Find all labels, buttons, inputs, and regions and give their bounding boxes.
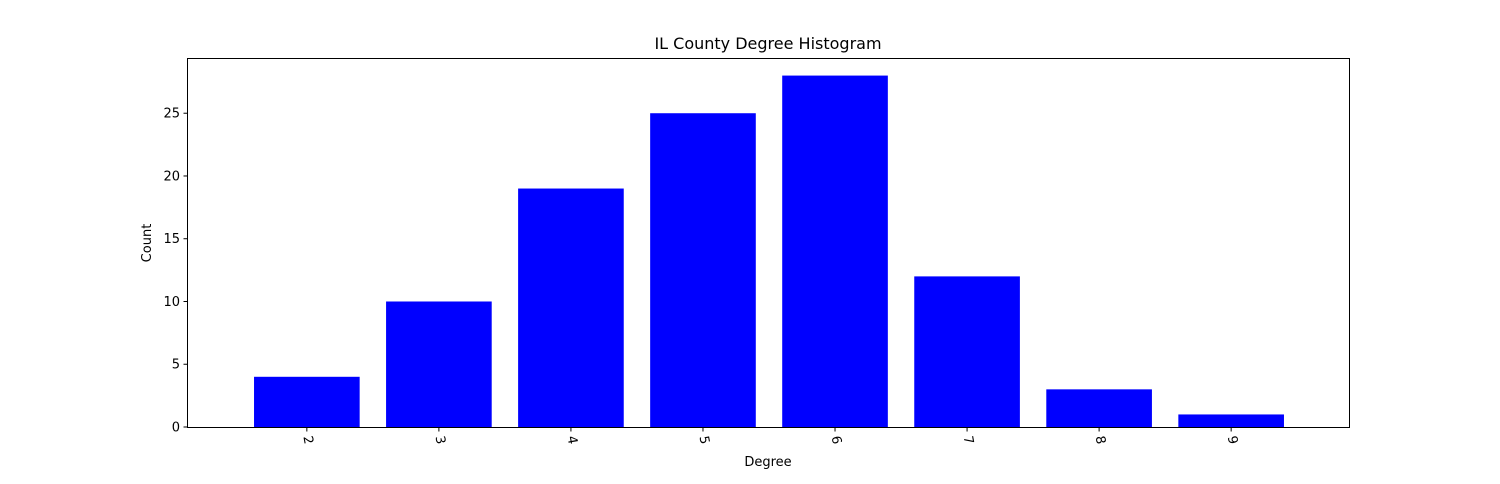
bar-9 <box>1178 414 1284 427</box>
y-tick-label: 5 <box>172 358 180 373</box>
y-tick-label: 10 <box>163 295 180 310</box>
x-tick-label: 9 <box>1224 435 1240 446</box>
y-tick-label: 0 <box>172 421 180 436</box>
y-tick-label: 20 <box>163 169 180 184</box>
x-tick-label: 4 <box>564 435 580 446</box>
bar-2 <box>254 376 360 427</box>
x-tick-label: 2 <box>299 435 315 446</box>
bar-8 <box>1046 389 1152 427</box>
bar-7 <box>914 276 1020 427</box>
x-tick-label: 5 <box>696 435 712 446</box>
x-axis: 2 3 4 5 6 7 8 9 <box>299 427 1240 445</box>
x-tick-label: 7 <box>960 435 976 446</box>
x-axis-label: Degree <box>744 455 791 470</box>
x-tick-label: 6 <box>828 435 844 446</box>
y-tick-label: 25 <box>163 107 180 122</box>
bar-6 <box>782 75 888 428</box>
x-tick-label: 8 <box>1092 435 1108 446</box>
y-axis: 0 5 10 15 20 25 <box>163 107 188 436</box>
chart-title: IL County Degree Histogram <box>654 34 881 53</box>
bar-5 <box>650 113 756 427</box>
plot-frame <box>187 58 1350 428</box>
y-axis-label: Count <box>140 224 155 263</box>
bar-3 <box>386 301 492 427</box>
bar-4 <box>518 188 624 427</box>
y-tick-label: 15 <box>163 232 180 247</box>
x-tick-label: 3 <box>432 435 448 446</box>
bars-layer <box>254 75 1284 428</box>
